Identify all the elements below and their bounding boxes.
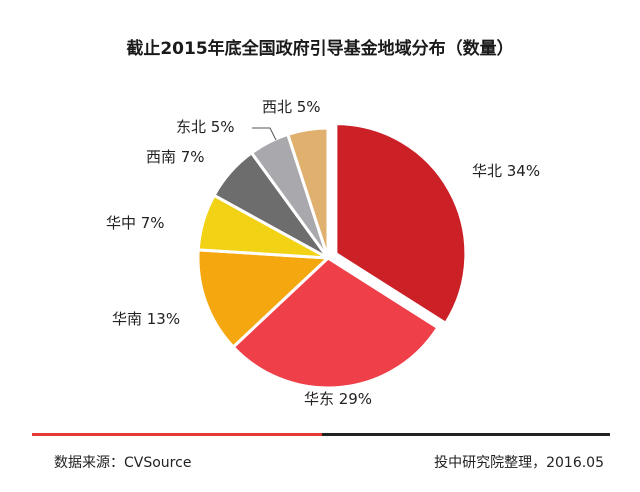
leader-line [252,127,277,141]
pie-slice-华南 [196,248,330,349]
pie-labels: 华北 34% 华东 29% 华南 13% 华中 7% 西南 7% 东北 5% 西北 5% [106,98,540,408]
pie-slices [196,122,468,390]
data-source: 数据来源：CVSource [54,455,192,471]
slice-label-东北: 东北 5% [176,118,235,136]
slice-label-华南: 华南 13% [112,310,180,328]
chart-title: 截止2015年底全国政府引导基金地域分布（数量） [126,39,514,59]
credit-note: 投中研究院整理，2016.05 [434,455,604,471]
footer-divider-red [32,433,322,436]
slice-label-华中: 华中 7% [106,214,165,232]
footer-divider-black [322,433,610,436]
slice-label-华东: 华东 29% [304,390,372,408]
slice-label-西南: 西南 7% [146,148,205,166]
pie-slice-华东 [231,256,440,390]
slice-label-华北: 华北 34% [472,162,540,180]
pie-slice-华北 [334,122,468,325]
slice-label-西北: 西北 5% [262,98,321,116]
pie-slice-西北 [286,126,330,260]
